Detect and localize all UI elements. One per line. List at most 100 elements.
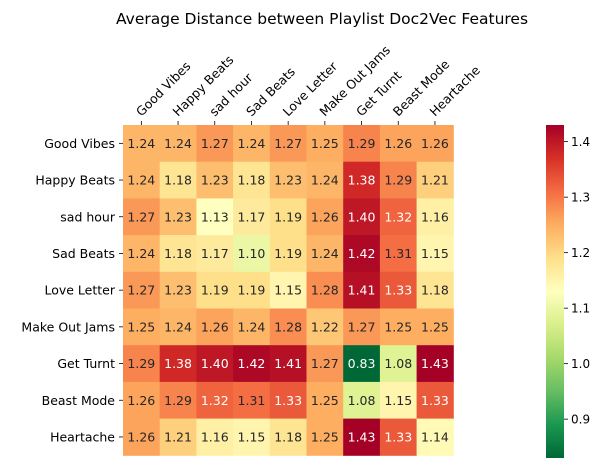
heatmap-cell: [233, 235, 271, 273]
cell-value-label: 1.33: [421, 393, 449, 408]
cell-value-label: 1.41: [348, 283, 376, 298]
cell-value-label: 1.33: [384, 283, 412, 298]
colorbar-tick-label: 1.4: [571, 135, 590, 149]
heatmap-cell: [416, 125, 454, 163]
cell-value-label: 1.24: [164, 319, 192, 334]
heatmap-cell: [343, 418, 381, 456]
heatmap-cell: [416, 345, 454, 383]
heatmap-cell: [196, 161, 234, 199]
cell-value-label: 1.27: [127, 209, 155, 224]
heatmap-cell: [416, 198, 454, 236]
y-tick-label: Love Letter: [44, 283, 115, 298]
cell-value-label: 1.25: [311, 429, 339, 444]
heatmap-cell: [343, 161, 381, 199]
cell-value-label: 1.38: [348, 173, 376, 188]
cell-value-label: 1.15: [238, 429, 266, 444]
cell-value-label: 1.18: [274, 429, 302, 444]
cell-value-label: 1.16: [421, 209, 449, 224]
heatmap-cell: [416, 161, 454, 199]
colorbar-tick-label: 1.0: [571, 357, 590, 371]
colorbar-gradient: [546, 125, 564, 458]
heatmap-cell: [269, 271, 307, 309]
cell-value-label: 1.33: [274, 393, 302, 408]
cell-value-label: 1.18: [164, 246, 192, 261]
heatmap-cell: [306, 381, 344, 420]
heatmap-cell: [233, 198, 271, 236]
heatmap-cell: [233, 308, 271, 346]
heatmap-cell: [306, 418, 344, 456]
heatmap-cell: [306, 161, 344, 199]
cell-value-label: 1.24: [127, 136, 155, 151]
y-tick-label: Happy Beats: [35, 173, 115, 188]
cell-value-label: 1.19: [274, 246, 302, 261]
heatmap-cell: [159, 308, 197, 346]
heatmap-cell: [343, 235, 381, 273]
heatmap-cell: [306, 345, 344, 383]
heatmap-cell: [379, 418, 418, 456]
y-tick-label: Heartache: [50, 429, 115, 444]
cell-value-label: 1.17: [201, 246, 229, 261]
heatmap-cell: [379, 271, 418, 309]
heatmap-cell: [123, 345, 161, 383]
heatmap-cell: [196, 308, 234, 346]
heatmap-cell: [343, 381, 381, 420]
heatmap-cell: [123, 271, 161, 309]
cell-value-label: 1.31: [238, 393, 266, 408]
cell-value-label: 1.24: [311, 246, 339, 261]
cell-value-label: 1.25: [421, 319, 449, 334]
heatmap-cell: [343, 345, 381, 383]
cell-value-label: 1.33: [384, 429, 412, 444]
chart-title: Average Distance between Playlist Doc2Ve…: [116, 10, 528, 28]
y-tick-labels: Good Vibes Happy Beats sad hour Sad Beats Lo…: [21, 136, 123, 444]
heatmap-cell: [123, 381, 161, 420]
cell-value-label: 1.28: [311, 283, 339, 298]
cell-value-label: 1.23: [201, 173, 229, 188]
cell-value-label: 1.24: [238, 319, 266, 334]
cell-value-label: 1.19: [238, 283, 266, 298]
heatmap-cell: [123, 198, 161, 236]
colorbar: 0.9 1.0 1.1 1.2 1.3 1.4: [546, 125, 590, 458]
cell-value-label: 1.27: [201, 136, 229, 151]
cell-value-label: 1.24: [127, 173, 155, 188]
heatmap-cell: [159, 345, 197, 383]
cell-value-label: 1.24: [238, 136, 266, 151]
colorbar-tick-label: 1.2: [571, 246, 590, 260]
cell-value-label: 1.08: [384, 356, 412, 371]
cell-value-label: 1.18: [421, 283, 449, 298]
cell-value-label: 1.32: [201, 393, 229, 408]
heatmap-cell: [416, 418, 454, 456]
heatmap-cell: [379, 125, 418, 163]
cell-value-label: 1.18: [164, 173, 192, 188]
heatmap-cell: [233, 381, 271, 420]
heatmap-cell: [269, 381, 307, 420]
heatmap-cell: [159, 271, 197, 309]
heatmap-cell: [343, 125, 381, 163]
cell-value-label: 1.22: [311, 319, 339, 334]
heatmap-cell: [233, 161, 271, 199]
cell-value-label: 1.17: [238, 209, 266, 224]
heatmap-cell: [269, 125, 307, 163]
cell-value-label: 1.26: [384, 136, 412, 151]
cell-value-label: 1.24: [127, 246, 155, 261]
cell-value-label: 1.13: [201, 209, 229, 224]
cell-value-label: 1.14: [421, 429, 449, 444]
cell-value-label: 1.18: [238, 173, 266, 188]
heatmap-cell: [416, 381, 454, 420]
heatmap-cells: 1.24 1.24 1.27 1.24 1.27 1.25 1.29 1.26 1.26 1.24…: [123, 125, 454, 456]
heatmap-cell: [269, 161, 307, 199]
heatmap-cell: [196, 345, 234, 383]
heatmap-cell: [123, 235, 161, 273]
heatmap-cell: [233, 418, 271, 456]
cell-value-label: 1.25: [127, 319, 155, 334]
cell-value-label: 1.28: [274, 319, 302, 334]
cell-value-label: 1.43: [421, 356, 449, 371]
cell-value-label: 1.32: [384, 209, 412, 224]
y-tick-label: Beast Mode: [42, 393, 116, 408]
cell-value-label: 1.26: [311, 209, 339, 224]
heatmap-cell: [123, 308, 161, 346]
colorbar-tick-label: 0.9: [571, 413, 590, 427]
heatmap-cell: [269, 308, 307, 346]
cell-value-label: 1.08: [348, 393, 376, 408]
cell-value-label: 1.40: [201, 356, 229, 371]
